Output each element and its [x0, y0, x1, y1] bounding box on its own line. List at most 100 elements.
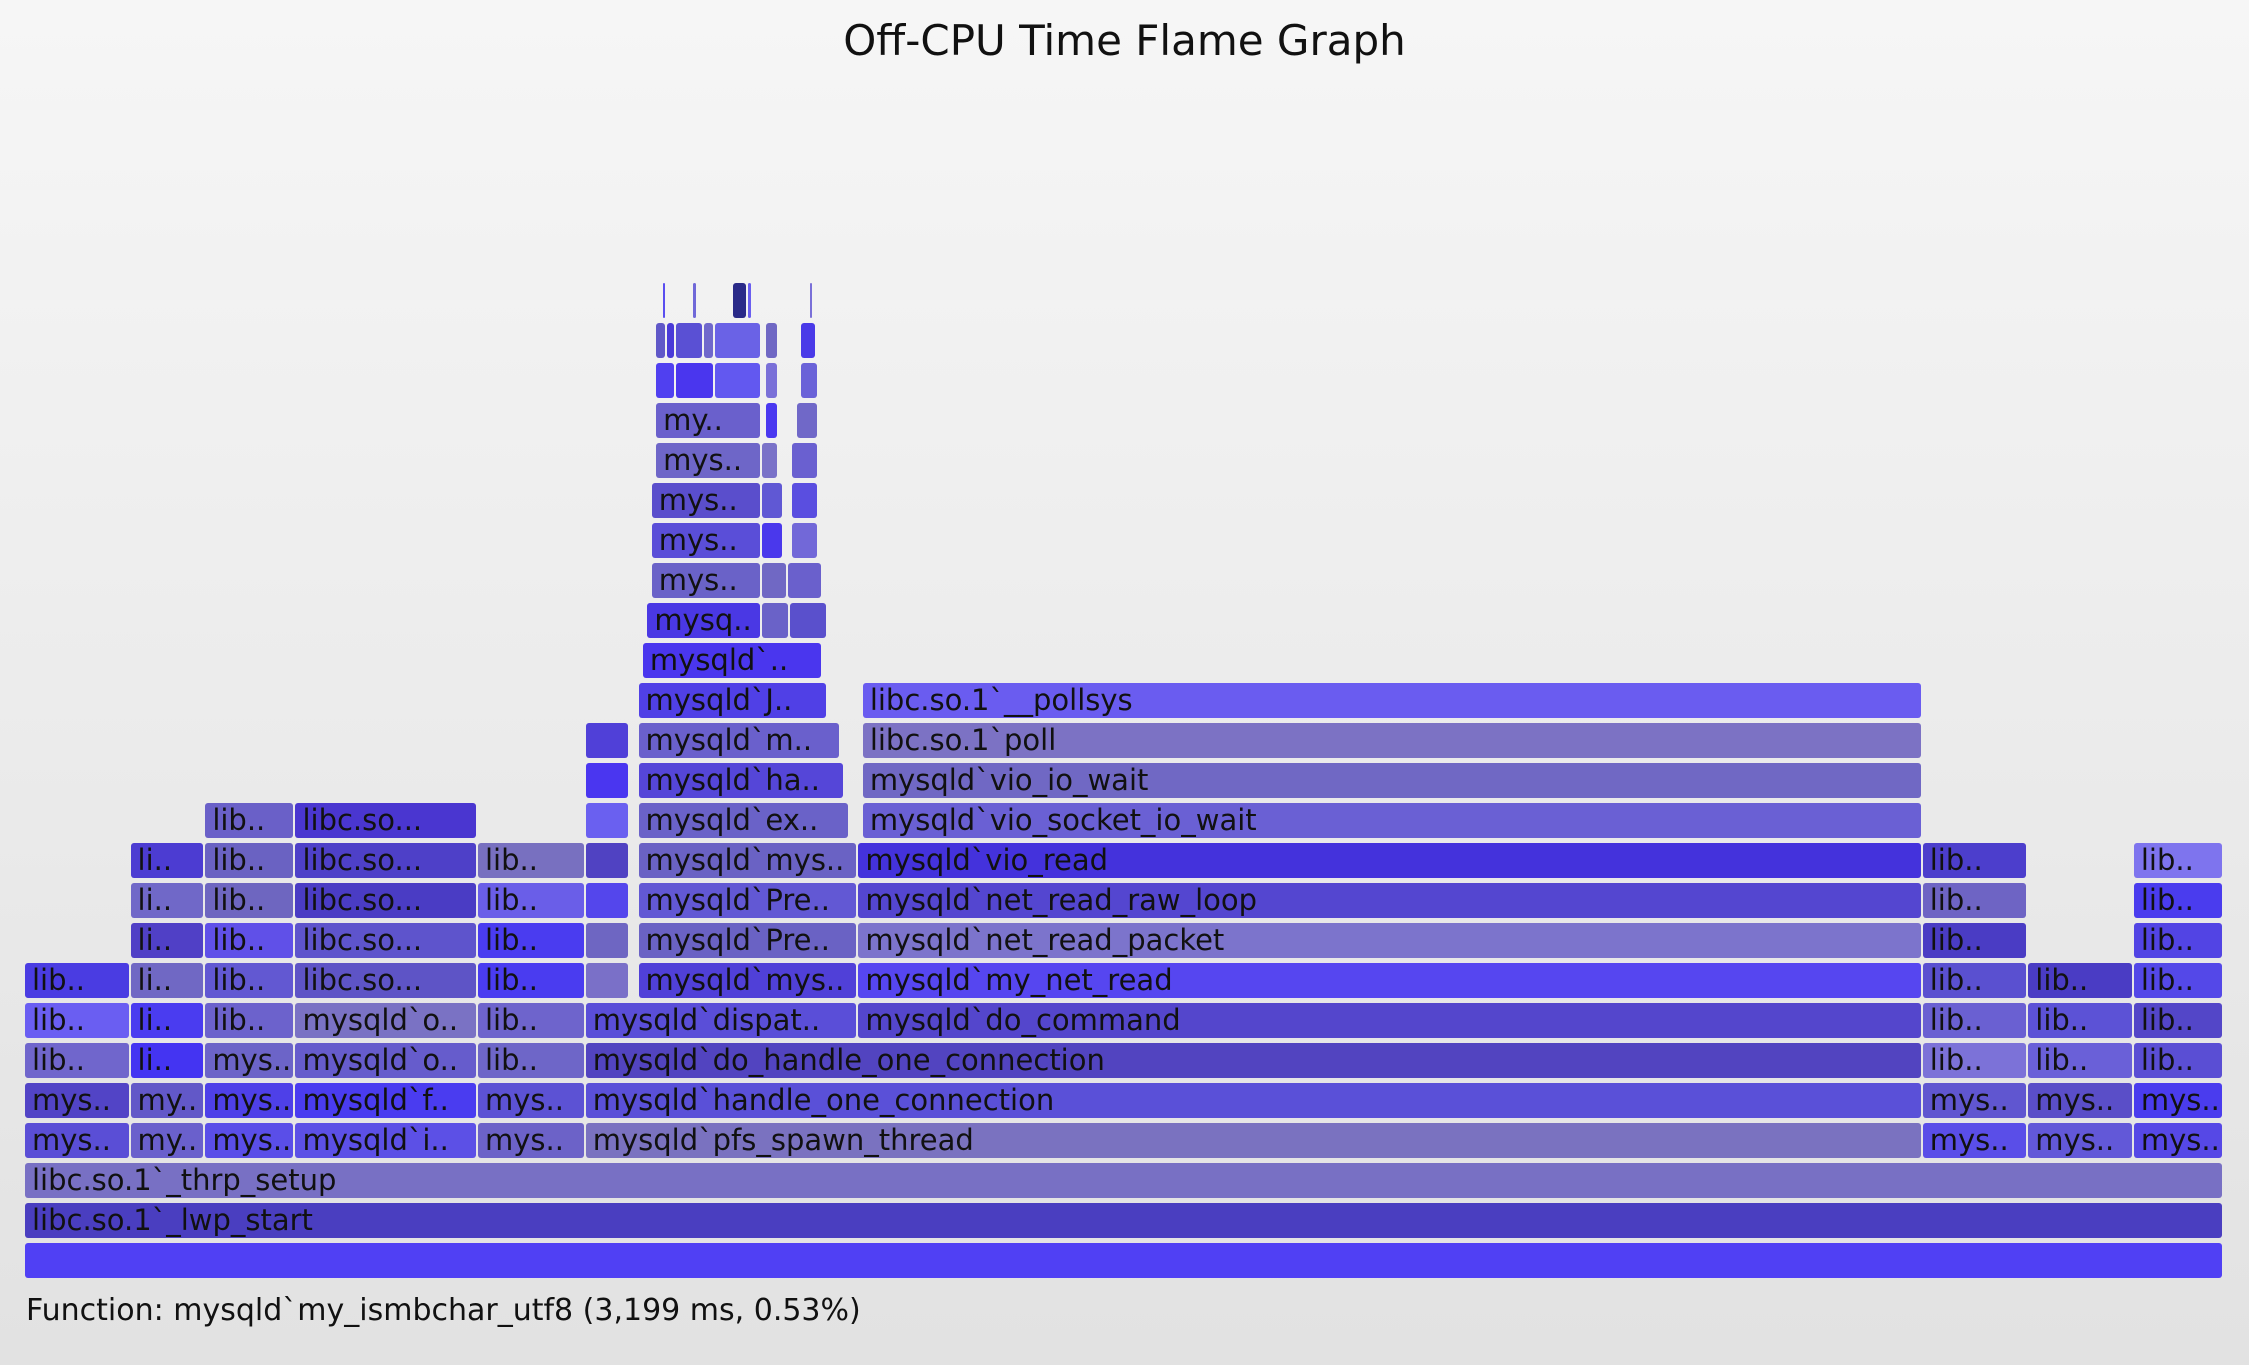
- flame-frame[interactable]: mysqld`o..: [295, 1003, 476, 1038]
- flame-frame[interactable]: libc.so.1`__pollsys: [862, 683, 1921, 718]
- flame-frame[interactable]: lib..: [2133, 883, 2222, 918]
- flame-frame[interactable]: mys..: [656, 443, 760, 478]
- flame-frame[interactable]: [761, 523, 782, 558]
- flame-frame[interactable]: [810, 283, 813, 318]
- flame-frame[interactable]: [733, 283, 747, 318]
- flame-frame[interactable]: lib..: [477, 1003, 584, 1038]
- flame-frame[interactable]: lib..: [2133, 843, 2222, 878]
- flame-frame[interactable]: libc.so...: [295, 843, 476, 878]
- flame-frame[interactable]: [585, 963, 628, 998]
- flame-frame[interactable]: mysqld`Pre..: [638, 923, 857, 958]
- flame-frame[interactable]: lib..: [2028, 963, 2132, 998]
- flame-frame[interactable]: mysqld`vio_io_wait: [862, 763, 1921, 798]
- flame-frame[interactable]: li..: [130, 883, 204, 918]
- flame-frame[interactable]: [761, 603, 789, 638]
- flame-frame[interactable]: lib..: [205, 1003, 294, 1038]
- flame-frame[interactable]: mysqld`do_command: [858, 1003, 1921, 1038]
- flame-frame[interactable]: libc.so...: [295, 963, 476, 998]
- flame-frame[interactable]: [675, 323, 703, 358]
- flame-frame[interactable]: libc.so...: [295, 803, 476, 838]
- flame-frame[interactable]: [662, 283, 666, 318]
- flame-frame[interactable]: [796, 403, 817, 438]
- flame-frame[interactable]: my..: [656, 403, 760, 438]
- flame-frame[interactable]: [715, 323, 760, 358]
- flame-frame[interactable]: [585, 843, 628, 878]
- flame-frame[interactable]: [801, 363, 817, 398]
- flame-frame[interactable]: [704, 323, 714, 358]
- flame-frame[interactable]: [790, 603, 826, 638]
- flame-frame[interactable]: lib..: [1922, 843, 2027, 878]
- flame-frame[interactable]: mysqld`dispat..: [585, 1003, 857, 1038]
- flame-frame[interactable]: mysqld`mys..: [638, 843, 857, 878]
- flame-frame[interactable]: mys..: [477, 1083, 584, 1118]
- flame-frame[interactable]: my..: [130, 1123, 204, 1158]
- flame-frame[interactable]: mys..: [1922, 1123, 2027, 1158]
- flame-frame[interactable]: lib..: [25, 1003, 129, 1038]
- flame-frame[interactable]: lib..: [205, 803, 294, 838]
- flame-frame[interactable]: [585, 923, 628, 958]
- flame-frame[interactable]: mysq..: [647, 603, 760, 638]
- flame-frame[interactable]: li..: [130, 843, 204, 878]
- flame-frame[interactable]: [792, 443, 817, 478]
- flame-frame[interactable]: mysqld`vio_read: [858, 843, 1921, 878]
- flame-frame[interactable]: lib..: [25, 1043, 129, 1078]
- flame-frame[interactable]: mysqld`o..: [295, 1043, 476, 1078]
- flame-frame[interactable]: mysqld`ex..: [638, 803, 848, 838]
- flame-frame[interactable]: mys..: [1922, 1083, 2027, 1118]
- flame-frame[interactable]: [675, 363, 714, 398]
- flame-frame[interactable]: mysqld`pfs_spawn_thread: [585, 1123, 1921, 1158]
- flame-frame[interactable]: mys..: [477, 1123, 584, 1158]
- flame-frame[interactable]: lib..: [25, 963, 129, 998]
- flame-frame[interactable]: [693, 283, 696, 318]
- flame-frame[interactable]: [801, 323, 815, 358]
- flame-frame[interactable]: lib..: [205, 963, 294, 998]
- flame-frame[interactable]: libc.so...: [295, 883, 476, 918]
- flame-frame[interactable]: lib..: [1922, 1043, 2027, 1078]
- flame-frame[interactable]: mysqld`Pre..: [638, 883, 857, 918]
- flame-frame[interactable]: lib..: [1922, 923, 2027, 958]
- flame-frame[interactable]: lib..: [205, 883, 294, 918]
- flame-frame[interactable]: my..: [130, 1083, 204, 1118]
- flame-frame[interactable]: mys..: [25, 1123, 129, 1158]
- flame-frame[interactable]: [715, 363, 760, 398]
- flame-frame[interactable]: libc.so.1`_thrp_setup: [25, 1163, 2222, 1198]
- flame-frame[interactable]: mys..: [205, 1043, 294, 1078]
- flame-frame[interactable]: lib..: [205, 923, 294, 958]
- flame-frame[interactable]: [667, 323, 674, 358]
- flame-frame[interactable]: lib..: [1922, 963, 2027, 998]
- flame-frame[interactable]: mysqld`i..: [295, 1123, 476, 1158]
- flame-frame[interactable]: mys..: [205, 1123, 294, 1158]
- flame-frame[interactable]: mysqld`handle_one_connection: [585, 1083, 1921, 1118]
- flame-frame[interactable]: [748, 283, 751, 318]
- flame-frame[interactable]: [792, 523, 817, 558]
- flame-frame[interactable]: mysqld`net_read_raw_loop: [858, 883, 1921, 918]
- flame-frame[interactable]: lib..: [477, 1043, 584, 1078]
- flame-frame[interactable]: [656, 363, 674, 398]
- flame-frame[interactable]: libc.so.1`poll: [862, 723, 1921, 758]
- flame-frame[interactable]: mys..: [651, 563, 760, 598]
- flame-frame[interactable]: [585, 723, 628, 758]
- flame-frame[interactable]: [656, 323, 666, 358]
- flame-frame[interactable]: libc.so.1`_lwp_start: [25, 1203, 2222, 1238]
- flame-frame[interactable]: lib..: [477, 923, 584, 958]
- flame-frame[interactable]: lib..: [477, 963, 584, 998]
- flame-frame[interactable]: lib..: [2133, 1043, 2222, 1078]
- flame-frame[interactable]: li..: [130, 1003, 204, 1038]
- flame-frame[interactable]: mys..: [651, 483, 760, 518]
- flame-frame[interactable]: [761, 483, 782, 518]
- flame-frame[interactable]: [585, 763, 628, 798]
- flame-frame[interactable]: [766, 323, 778, 358]
- flame-frame[interactable]: lib..: [2133, 963, 2222, 998]
- flame-frame[interactable]: [585, 883, 628, 918]
- flame-frame[interactable]: mysqld`m..: [638, 723, 839, 758]
- flame-frame[interactable]: lib..: [2028, 1043, 2132, 1078]
- flame-frame[interactable]: mysqld`mys..: [638, 963, 857, 998]
- flame-frame[interactable]: lib..: [2133, 1003, 2222, 1038]
- flame-frame[interactable]: mys..: [205, 1083, 294, 1118]
- flame-frame[interactable]: mys..: [2133, 1083, 2222, 1118]
- flame-frame[interactable]: lib..: [477, 843, 584, 878]
- flame-frame[interactable]: mysqld`ha..: [638, 763, 844, 798]
- flame-frame[interactable]: lib..: [205, 843, 294, 878]
- flame-frame[interactable]: mysqld`my_net_read: [858, 963, 1921, 998]
- flame-frame[interactable]: [766, 363, 778, 398]
